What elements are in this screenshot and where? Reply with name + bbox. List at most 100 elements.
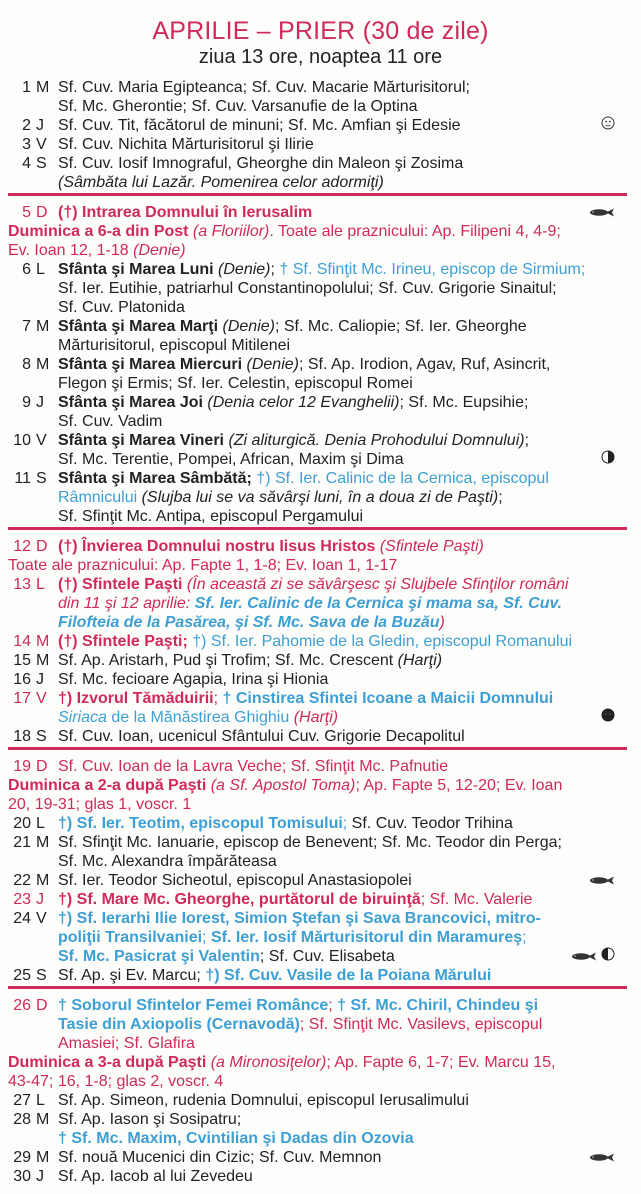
entry-line: Toate ale praznicului: Ap. Fapte 1, 1-8;… [8, 556, 627, 575]
entry-line: Sf. Mc. Pasicrat şi Valentin; Sf. Cuv. E… [58, 947, 625, 966]
entry-text: (†) Intrarea Domnului în Ierusalim [58, 203, 625, 222]
weekday-letter: M [36, 356, 50, 373]
entry-text: †) Sf. Ierarhi Ilie Iorest, Simion Ştefa… [58, 909, 625, 966]
text-segment: (Sâmbăta lui Lazăr. Pomenirea celor ador… [58, 174, 384, 191]
text-segment: † Sf. Sfinţit Mc. Irineu, episcop de Sir… [279, 261, 586, 278]
text-segment: ; [213, 690, 223, 707]
entry-text: Duminica a 2-a după Paşti (a Sf. Apostol… [8, 776, 627, 814]
day-label: 17 V [0, 689, 58, 727]
entry-line: 43-47; 16, 1-8; glas 2, voscr. 4 [8, 1072, 627, 1091]
text-segment: Sfânta şi Marea Sâmbătă; [58, 470, 257, 487]
day-entry: 30 J Sf. Ap. Iacob al lui Zevedeu [0, 1167, 641, 1186]
text-segment: Sf. Mc. Terentie, Pompei, African, Maxim… [58, 451, 404, 468]
reading-note: Toate ale praznicului: Ap. Fapte 1, 1-8;… [0, 556, 641, 575]
day-label: 22 M [0, 871, 58, 890]
entry-text: Sf. Cuv. Tit, făcătorul de minuni; Sf. M… [58, 116, 625, 135]
text-segment: Sf. Ier. Calinic de la Cernica şi mama s… [194, 595, 562, 612]
day-number: 10 [13, 432, 31, 449]
text-segment: ; [342, 815, 348, 832]
entry-line: Sf. Ier. Eutihie, patriarhul Constantino… [58, 279, 625, 298]
text-segment: Tasie din Axiopolis (Cernavodă) [58, 1016, 300, 1033]
day-label: 25 S [0, 966, 58, 985]
entry-line: Sf. Mc. Terentie, Pompei, African, Maxim… [58, 450, 625, 469]
entry-text: Sf. Ap. Iacob al lui Zevedeu [58, 1167, 625, 1186]
day-entry: 7 M Sfânta şi Marea Marţi (Denie); Sf. Mc.… [0, 317, 641, 355]
text-segment: † Cinstirea Sfintei Icoane a Maicii Domn… [222, 690, 554, 707]
new-moon-icon [601, 708, 615, 727]
entry-line: † Soborul Sfintelor Femei Românce; † Sf.… [58, 996, 625, 1015]
day-entry: 23 J †) Sf. Mare Mc. Gheorghe, purtătorul … [0, 890, 641, 909]
text-segment: Sf. Ap. Aristarh, Pud şi Trofim; Sf. Mc.… [58, 652, 398, 669]
text-segment: Sf. Cuv. Iosif Imnograful, Gheorghe din … [58, 155, 464, 172]
entry-text: Sfânta şi Marea Marţi (Denie); Sf. Mc. C… [58, 317, 625, 355]
weekday-letter: V [36, 136, 47, 153]
text-segment: †) Sf. Mare Mc. Gheorghe, purtătorul de … [58, 891, 421, 908]
entry-line: Sf. Mc. fecioare Agapia, Irina şi Hionia [58, 670, 625, 689]
day-number: 19 [13, 758, 31, 775]
day-entry: 26 D † Soborul Sfintelor Femei Românce; † … [0, 996, 641, 1053]
weekday-letter: S [36, 155, 47, 172]
text-segment: (Denie) [133, 242, 186, 259]
entry-line: Sfânta şi Marea Luni (Denie); † Sf. Sfin… [58, 260, 625, 279]
day-number: 26 [13, 997, 31, 1014]
entry-text: (†) Sfintele Paşti; †) Sf. Ier. Pahomie … [58, 632, 625, 651]
text-segment: Sf. Cuv. Vadim [58, 413, 163, 430]
text-segment: † Sf. Mc. Maxim, Cvintilian şi Dadas din… [58, 1130, 414, 1147]
entry-text: Sf. Sfinţit Mc. Ianuarie, episcop de Ben… [58, 833, 625, 871]
entry-text: Sfânta şi Marea Vineri (Zi aliturgică. D… [58, 431, 625, 469]
entry-line: Sf. Ap. Aristarh, Pud şi Trofim; Sf. Mc.… [58, 651, 625, 670]
day-entry: 17 V †) Izvorul Tămăduirii; † Cinstirea Sf… [0, 689, 641, 727]
entry-line: din 11 şi 12 aprilie: Sf. Ier. Calinic d… [58, 594, 625, 613]
entry-line: † Sf. Mc. Maxim, Cvintilian şi Dadas din… [58, 1129, 625, 1148]
day-label: 12 D [0, 537, 58, 556]
weekday-letter: M [36, 633, 50, 650]
text-segment: (a Mironosiţelor) [206, 1054, 327, 1071]
section-divider [8, 986, 627, 989]
entry-text: Sf. Cuv. Iosif Imnograful, Gheorghe din … [58, 154, 625, 192]
entry-text: Sfânta şi Marea Luni (Denie); † Sf. Sfin… [58, 260, 625, 317]
weekday-letter: S [36, 967, 47, 984]
day-number: 14 [13, 633, 31, 650]
text-segment: ; [524, 432, 530, 449]
weekday-letter: M [36, 872, 50, 889]
text-segment: Sfânta şi Marea Vineri [58, 432, 224, 449]
text-segment: Duminica a 2-a după Paşti [8, 777, 207, 794]
entry-text: † Soborul Sfintelor Femei Românce; † Sf.… [58, 996, 625, 1053]
entry-line: (†) Intrarea Domnului în Ierusalim [58, 203, 625, 222]
text-segment: (Denie) [218, 318, 275, 335]
text-segment: ; Sf. Mc. Valerie [420, 891, 533, 908]
text-segment: Sf. Cuv. Teodor Trihina [347, 815, 513, 832]
section-divider [8, 193, 627, 196]
entry-line: Siriaca de la Mănăstirea Ghighiu (Harţi) [58, 708, 625, 727]
text-segment: Sf. Mc. Pasicrat şi Valentin [58, 948, 260, 965]
entry-text: Sfânta şi Marea Joi (Denia celor 12 Evan… [58, 393, 625, 431]
day-entry: 22 M Sf. Ier. Teodor Sicheotul, episcopul … [0, 871, 641, 890]
day-number: 23 [13, 891, 31, 908]
text-segment: Sf. Cuv. Tit, făcătorul de minuni; Sf. M… [58, 117, 461, 134]
day-label: 28 M [0, 1110, 58, 1148]
entry-text: Sf. Mc. fecioare Agapia, Irina şi Hionia [58, 670, 625, 689]
day-number: 29 [13, 1149, 31, 1166]
reading-note: Duminica a 2-a după Paşti (a Sf. Apostol… [0, 776, 641, 814]
entry-text: (†) Sfintele Paşti (În această zi se săv… [58, 575, 625, 632]
day-label: 13 L [0, 575, 58, 632]
text-segment: ; Ap. Fapte 5, 12-20; Ev. Ioan [355, 777, 563, 794]
day-number: 11 [14, 470, 31, 487]
weekday-letter: J [36, 394, 44, 411]
entry-text: Sfânta şi Marea Sâmbătă; †) Sf. Ier. Cal… [58, 469, 625, 526]
text-segment: Sf. Cuv. Nichita Mărturisitorul şi Iliri… [58, 136, 314, 153]
day-entry: 21 M Sf. Sfinţit Mc. Ianuarie, episcop de … [0, 833, 641, 871]
entry-text: †) Sf. Mare Mc. Gheorghe, purtătorul de … [58, 890, 625, 909]
moon-fasting-icons [589, 205, 615, 220]
calendar-list: 1 M Sf. Cuv. Maria Egipteanca; Sf. Cuv. Ma… [0, 78, 641, 1186]
weekday-letter: S [36, 728, 47, 745]
day-label: 20 L [0, 814, 58, 833]
day-number: 13 [13, 576, 31, 593]
entry-text: †) Sf. Ier. Teotim, episcopul Tomisului;… [58, 814, 625, 833]
day-number: 3 [22, 136, 31, 153]
entry-line: Mărturisitorul, episcopul Mitilenei [58, 336, 625, 355]
text-segment: 20, 19-31; glas 1, voscr. 1 [8, 796, 192, 813]
weekday-letter: J [36, 117, 44, 134]
